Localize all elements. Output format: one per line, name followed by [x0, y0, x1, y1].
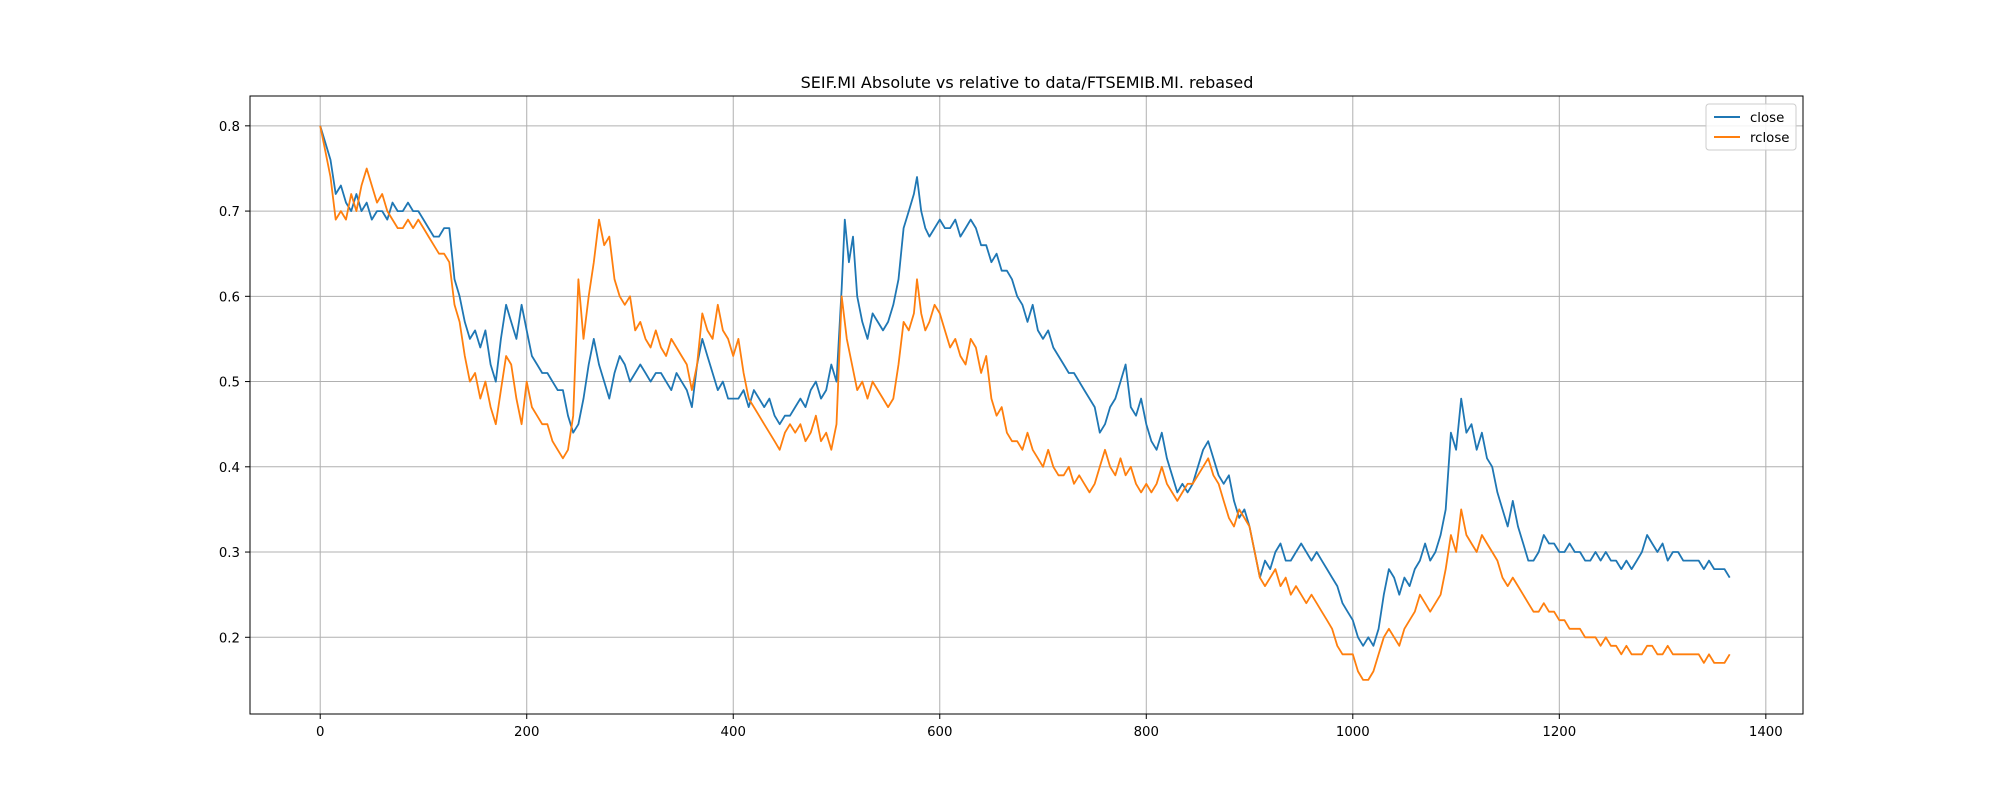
x-tick-label: 800 — [1134, 725, 1159, 740]
y-tick-label: 0.3 — [219, 546, 240, 561]
x-tick-label: 1200 — [1542, 725, 1576, 740]
legend: close rclose — [1705, 103, 1797, 151]
x-tick-label: 400 — [721, 725, 746, 740]
legend-label-rclose: rclose — [1750, 131, 1789, 146]
y-tick-label: 0.6 — [219, 290, 240, 305]
y-tick-label: 0.8 — [219, 120, 240, 135]
x-tick-label: 1000 — [1336, 725, 1370, 740]
x-tick-label: 200 — [514, 725, 539, 740]
y-axis: 0.2 0.3 0.4 0.5 0.6 0.7 0.8 — [219, 120, 250, 646]
grid-lines — [250, 96, 1803, 714]
plot-frame — [249, 95, 1804, 715]
y-tick-label: 0.2 — [219, 631, 240, 646]
series-line-close — [319, 125, 1731, 647]
legend-label-close: close — [1750, 111, 1784, 126]
y-tick-label: 0.4 — [219, 461, 240, 476]
y-tick-label: 0.7 — [219, 205, 240, 220]
series-layer — [319, 125, 1731, 681]
x-tick-label: 0 — [316, 725, 324, 740]
legend-box — [1705, 103, 1797, 151]
y-tick-label: 0.5 — [219, 376, 240, 391]
x-tick-label: 1400 — [1749, 725, 1783, 740]
x-axis: 0 200 400 600 800 1000 1200 1400 — [316, 714, 1783, 740]
series-line-rclose — [319, 125, 1731, 681]
chart-title: SEIF.MI Absolute vs relative to data/FTS… — [801, 73, 1254, 92]
x-tick-label: 600 — [927, 725, 952, 740]
